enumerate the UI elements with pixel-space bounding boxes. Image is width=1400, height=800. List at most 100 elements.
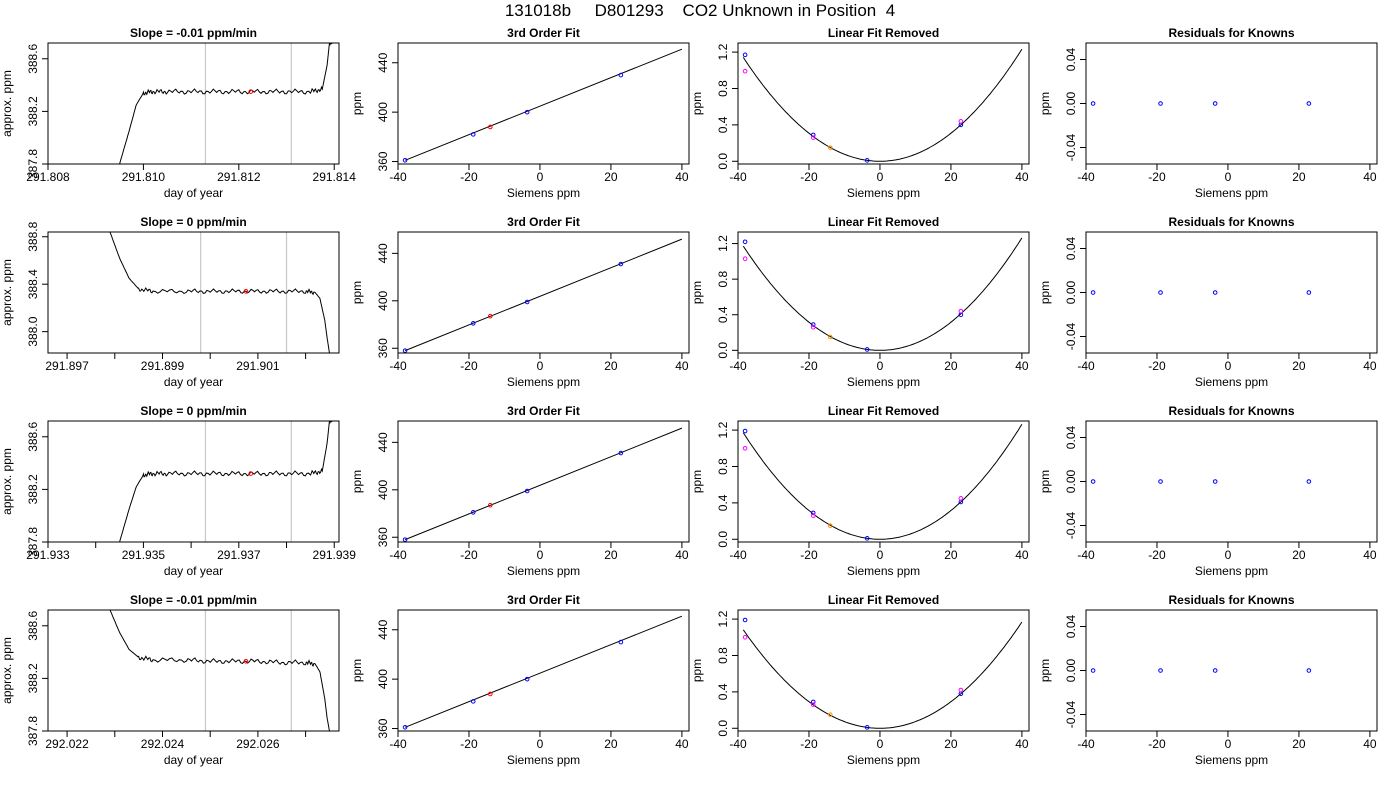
x-tick-label: -40 <box>729 359 747 373</box>
y-axis-label: approx. ppm <box>0 448 14 515</box>
y-tick-label: 400 <box>376 290 390 310</box>
x-axis-label: Siemens ppm <box>1195 564 1268 578</box>
y-tick-label: 360 <box>376 338 390 358</box>
panel-r4-c3: Linear Fit Removed Siemens ppm ppm -40 -20 0 2… <box>690 593 1030 767</box>
data-point <box>618 72 624 78</box>
data-point <box>742 239 748 245</box>
x-tick-label: 292.024 <box>141 737 185 751</box>
y-tick-label: 0.04 <box>1064 236 1078 260</box>
x-tick-label: 20 <box>944 737 958 751</box>
data-point <box>864 347 870 352</box>
data-point <box>1306 479 1312 484</box>
panel-r1-c3: Linear Fit Removed Siemens ppm ppm -40 -20 0 2… <box>690 26 1030 200</box>
data-point <box>810 135 816 140</box>
data-point <box>402 348 408 353</box>
y-tick-label: -0.04 <box>1064 512 1078 540</box>
data-point <box>958 687 964 693</box>
y-tick-label: 388.6 <box>26 421 40 451</box>
x-axis-label: Siemens ppm <box>847 375 920 389</box>
x-tick-label: 291.935 <box>122 548 166 562</box>
panel-title: Linear Fit Removed <box>828 26 939 40</box>
data-point <box>1306 668 1312 673</box>
x-tick-label: -20 <box>460 170 478 184</box>
data-point <box>1158 668 1163 673</box>
y-axis-label: ppm <box>350 281 364 304</box>
y-tick-label: 387.8 <box>26 716 40 746</box>
x-tick-label: 0 <box>1225 548 1232 562</box>
data-point <box>1212 290 1218 295</box>
x-axis-label: day of year <box>164 186 223 200</box>
mean-marker <box>248 89 254 94</box>
x-tick-label: 40 <box>1363 359 1377 373</box>
x-tick-label: 40 <box>1015 737 1029 751</box>
x-tick-label: -20 <box>460 737 478 751</box>
x-tick-label: 20 <box>604 359 618 373</box>
data-point <box>1212 479 1218 484</box>
data-point <box>1306 290 1312 295</box>
data-point <box>618 450 624 456</box>
plot-area <box>1090 479 1312 484</box>
y-axis-label: approx. ppm <box>0 637 14 704</box>
plot-area <box>742 48 1023 163</box>
y-axis-label: ppm <box>1038 659 1052 682</box>
panel-r2-c1: Slope = 0 ppm/min day of year approx. ppm 2… <box>0 215 340 389</box>
plot-area <box>1090 290 1312 295</box>
y-tick-label: 1.2 <box>716 421 730 438</box>
mean-marker <box>248 471 254 476</box>
x-tick-label: -40 <box>389 737 407 751</box>
x-tick-label: -40 <box>729 548 747 562</box>
x-tick-label: -20 <box>460 548 478 562</box>
x-tick-label: -40 <box>729 737 747 751</box>
x-axis-label: Siemens ppm <box>1195 375 1268 389</box>
y-tick-label: 0.8 <box>716 270 730 287</box>
y-tick-label: 0.00 <box>1064 469 1078 493</box>
x-tick-label: -40 <box>389 170 407 184</box>
plot-area <box>109 610 330 731</box>
y-axis-label: ppm <box>1038 470 1052 493</box>
data-point <box>487 313 493 319</box>
y-tick-label: 388.2 <box>26 663 40 693</box>
y-tick-label: 0.4 <box>716 683 730 700</box>
y-tick-label: 1.2 <box>716 610 730 627</box>
panel-r1-c2: 3rd Order Fit Siemens ppm ppm -40 -20 0 20 40 36… <box>350 26 690 200</box>
y-tick-label: 1.2 <box>716 235 730 252</box>
y-axis-label: ppm <box>1038 92 1052 115</box>
x-tick-label: 40 <box>675 737 689 751</box>
panel-title: Slope = 0 ppm/min <box>140 404 246 418</box>
x-tick-label: 0 <box>537 359 544 373</box>
ppm-trace <box>109 610 330 731</box>
x-tick-label: 40 <box>1363 737 1377 751</box>
x-tick-label: 20 <box>1292 170 1306 184</box>
x-tick-label: 20 <box>1292 737 1306 751</box>
data-point <box>524 299 530 305</box>
fit-curve <box>742 237 1023 351</box>
y-tick-label: 440 <box>376 52 390 72</box>
data-point <box>524 109 530 115</box>
x-axis-label: day of year <box>164 753 223 767</box>
x-tick-label: 291.939 <box>313 548 357 562</box>
x-axis-label: Siemens ppm <box>507 375 580 389</box>
panel-title: Slope = -0.01 ppm/min <box>130 26 257 40</box>
y-tick-label: 0.8 <box>716 647 730 664</box>
data-point <box>864 536 870 541</box>
y-tick-label: 0.4 <box>716 494 730 511</box>
x-tick-label: -40 <box>389 359 407 373</box>
x-axis-label: day of year <box>164 375 223 389</box>
data-point <box>1090 290 1096 295</box>
x-tick-label: 20 <box>1292 548 1306 562</box>
plot-frame <box>1085 420 1378 543</box>
y-axis-label: approx. ppm <box>0 259 14 326</box>
panel-r3-c1: Slope = 0 ppm/min day of year approx. ppm 2… <box>0 404 356 578</box>
x-tick-label: 20 <box>604 170 618 184</box>
y-tick-label: 0.4 <box>716 306 730 323</box>
plot-area <box>402 615 683 730</box>
data-point <box>810 699 816 705</box>
y-tick-label: 0.8 <box>716 458 730 475</box>
data-point <box>470 699 476 704</box>
data-point <box>864 158 870 163</box>
data-point <box>487 691 493 697</box>
x-tick-label: 0 <box>1225 737 1232 751</box>
x-tick-label: 40 <box>675 359 689 373</box>
panel-title: 3rd Order Fit <box>507 215 580 229</box>
x-tick-label: 20 <box>604 548 618 562</box>
